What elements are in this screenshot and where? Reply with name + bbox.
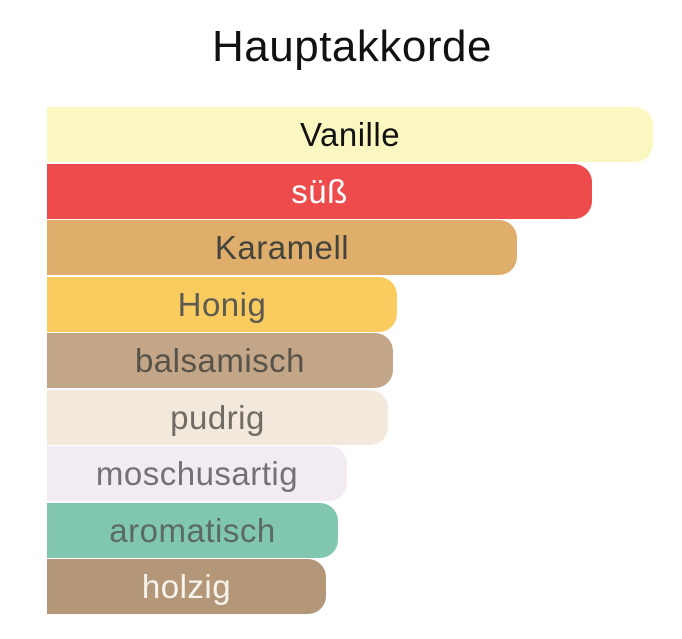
bar-label: Karamell <box>214 229 350 266</box>
bar-label: süß <box>291 172 348 210</box>
chart-bar-honig: Honig <box>47 276 397 332</box>
chart-bar-moschusartig: moschusartig <box>47 446 347 501</box>
chart-bar-vanille: Vanille <box>47 107 653 162</box>
chart-title: Hauptakkorde <box>212 22 492 71</box>
bar-label: moschusartig <box>95 455 299 492</box>
bar-label: Honig <box>177 285 267 323</box>
bar-label: balsamisch <box>134 342 306 379</box>
bars-container: Vanille süß Karamell Honig balsamisch pu… <box>47 107 682 616</box>
bar-label: pudrig <box>170 398 265 436</box>
chart-bar-pudrig: pudrig <box>47 389 388 445</box>
chart-bar-karamell: Karamell <box>47 220 517 275</box>
chart-bar-balsamisch: balsamisch <box>47 333 393 388</box>
bar-label: aromatisch <box>109 511 276 549</box>
chart-bar-s: süß <box>47 163 592 219</box>
chart-bar-holzig: holzig <box>47 559 326 614</box>
chart-bar-aromatisch: aromatisch <box>47 502 338 558</box>
bar-label: holzig <box>141 568 232 605</box>
bar-label: Vanille <box>299 116 401 153</box>
